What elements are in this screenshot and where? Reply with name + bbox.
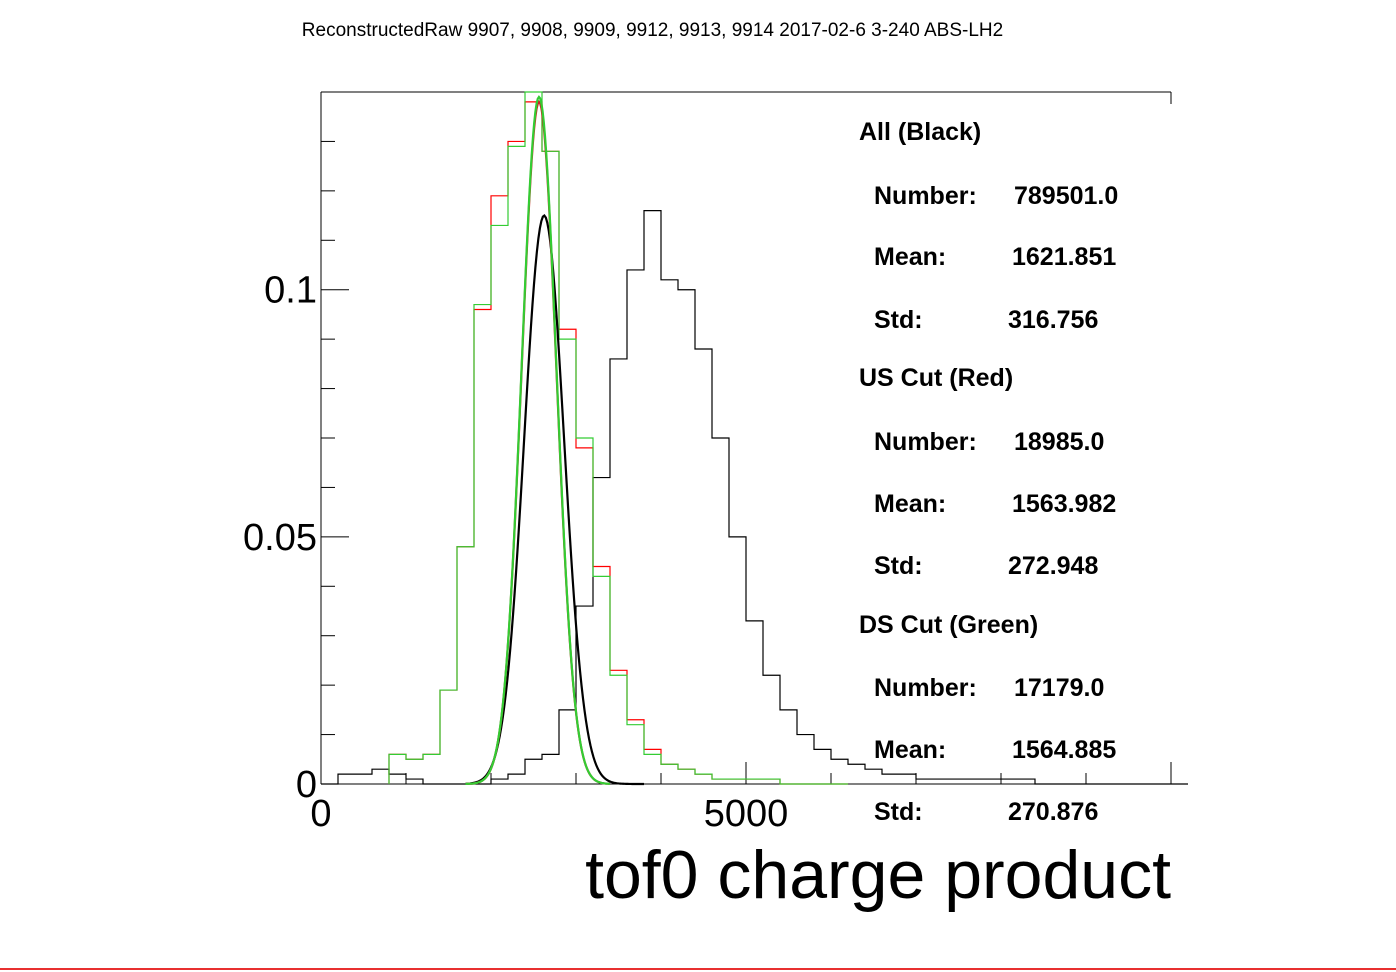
x-tick-label: 0 bbox=[310, 793, 331, 835]
stats-all-std: 316.756 bbox=[1008, 306, 1099, 334]
stats-ds-std: 270.876 bbox=[1008, 798, 1099, 826]
bottom-border bbox=[0, 968, 1396, 970]
fit-red-curve bbox=[465, 100, 611, 786]
stats-ds-std-label: Std: bbox=[874, 798, 923, 826]
histogram-us-cut bbox=[388, 101, 848, 785]
y-tick-label: 0.05 bbox=[243, 517, 317, 559]
stats-us-std-label: Std: bbox=[874, 552, 923, 580]
stats-all-mean-label: Mean: bbox=[874, 243, 947, 271]
stats-us-header: US Cut (Red) bbox=[859, 364, 1014, 392]
stats-us-number: 18985.0 bbox=[1014, 428, 1105, 456]
x-axis-label: tof0 charge product bbox=[585, 837, 1171, 913]
y-tick-label: 0 bbox=[296, 764, 317, 806]
stats-all-mean: 1621.851 bbox=[1012, 243, 1117, 271]
fit-black-curve bbox=[465, 214, 645, 786]
stats-all-header: All (Black) bbox=[859, 118, 982, 146]
stats-us-number-label: Number: bbox=[874, 428, 977, 456]
stats-all-std-label: Std: bbox=[874, 306, 923, 334]
stats-all-number-label: Number: bbox=[874, 182, 977, 210]
fit-green-curve bbox=[465, 95, 611, 786]
histogram-ds-cut bbox=[388, 91, 848, 785]
stats-us-std: 272.948 bbox=[1008, 552, 1099, 580]
stats-ds-mean-label: Mean: bbox=[874, 736, 947, 764]
tick-labels: 0 0.05 0.1 0 5000 bbox=[243, 270, 788, 835]
stats-us-mean-label: Mean: bbox=[874, 490, 947, 518]
stats-ds-number: 17179.0 bbox=[1014, 674, 1105, 702]
gaussian-fits bbox=[465, 95, 645, 786]
stats-all-number: 789501.0 bbox=[1014, 182, 1119, 210]
x-tick-label: 5000 bbox=[704, 793, 789, 835]
y-tick-label: 0.1 bbox=[264, 270, 317, 312]
stats-us-mean: 1563.982 bbox=[1012, 490, 1117, 518]
stats-ds-number-label: Number: bbox=[874, 674, 977, 702]
stats-ds-mean: 1564.885 bbox=[1012, 736, 1117, 764]
stats-ds-header: DS Cut (Green) bbox=[859, 611, 1039, 639]
chart-title: ReconstructedRaw 9907, 9908, 9909, 9912,… bbox=[301, 20, 1004, 41]
